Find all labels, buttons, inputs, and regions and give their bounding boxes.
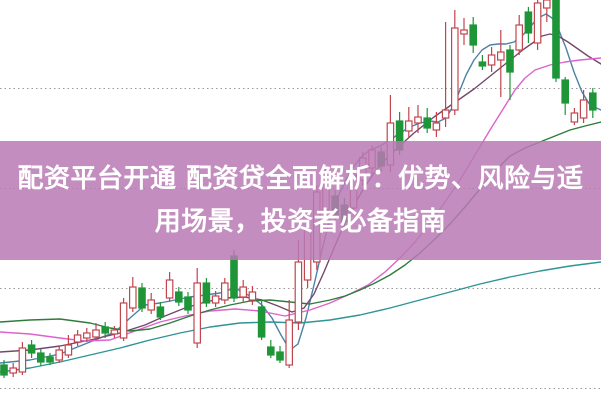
candle-up <box>414 116 422 124</box>
headline-line-1: 配资平台开通 配资贷全面解析：优势、风险与适 <box>17 163 584 194</box>
candle-up <box>18 347 27 373</box>
candle-down <box>561 79 570 104</box>
candle-up <box>110 329 119 335</box>
headline-line-2: 用场景，投资者必备指南 <box>154 206 447 237</box>
candle-up <box>542 0 551 9</box>
candle-down <box>257 306 266 338</box>
candle-up <box>64 344 73 356</box>
candle-down <box>478 61 487 67</box>
candle-down <box>469 24 478 46</box>
candle-down <box>267 346 275 356</box>
candle-down <box>524 11 533 34</box>
candle-up <box>248 291 257 301</box>
candle-up <box>432 122 441 131</box>
candle-up <box>73 334 82 343</box>
candle-up <box>285 319 294 366</box>
candle-up <box>533 2 542 44</box>
candle-down <box>552 0 560 79</box>
candle-up <box>497 51 505 61</box>
candle-up <box>129 286 137 309</box>
candle-up <box>193 282 202 344</box>
candle-down <box>184 296 192 311</box>
ma-longest-teal-line <box>0 261 601 373</box>
candle-down <box>156 306 165 318</box>
candle-up <box>460 29 468 35</box>
headline-banner[interactable]: 配资平台开通 配资贷全面解析：优势、风险与适 用场景，投资者必备指南 <box>0 141 601 260</box>
candle-up <box>82 332 91 339</box>
candle-up <box>570 112 579 123</box>
candle-up <box>92 329 100 338</box>
candle-up <box>515 24 524 51</box>
candle-down <box>138 287 146 309</box>
candle-up <box>405 120 413 132</box>
candle-up <box>9 367 18 374</box>
candle-up <box>165 279 174 299</box>
candle-down <box>202 282 211 304</box>
candle-down <box>175 291 183 303</box>
candle-down <box>36 352 45 363</box>
candle-up <box>451 27 459 111</box>
candle-up <box>441 109 450 119</box>
candle-down <box>101 326 110 334</box>
candle-up <box>147 299 156 311</box>
candle-up <box>487 54 496 66</box>
candle-down <box>0 364 8 376</box>
candle-up <box>119 302 128 339</box>
candle-up <box>294 261 303 323</box>
candle-down <box>588 92 597 111</box>
candle-down <box>276 351 284 361</box>
candle-down <box>506 49 514 73</box>
candle-up <box>239 286 248 298</box>
candle-down <box>27 344 36 354</box>
candle-down <box>230 255 238 299</box>
candle-down <box>423 117 432 129</box>
candle-down <box>46 356 54 363</box>
candle-up <box>221 282 229 301</box>
candle-up <box>55 349 64 361</box>
candle-up <box>579 99 588 119</box>
candle-up <box>211 295 220 304</box>
